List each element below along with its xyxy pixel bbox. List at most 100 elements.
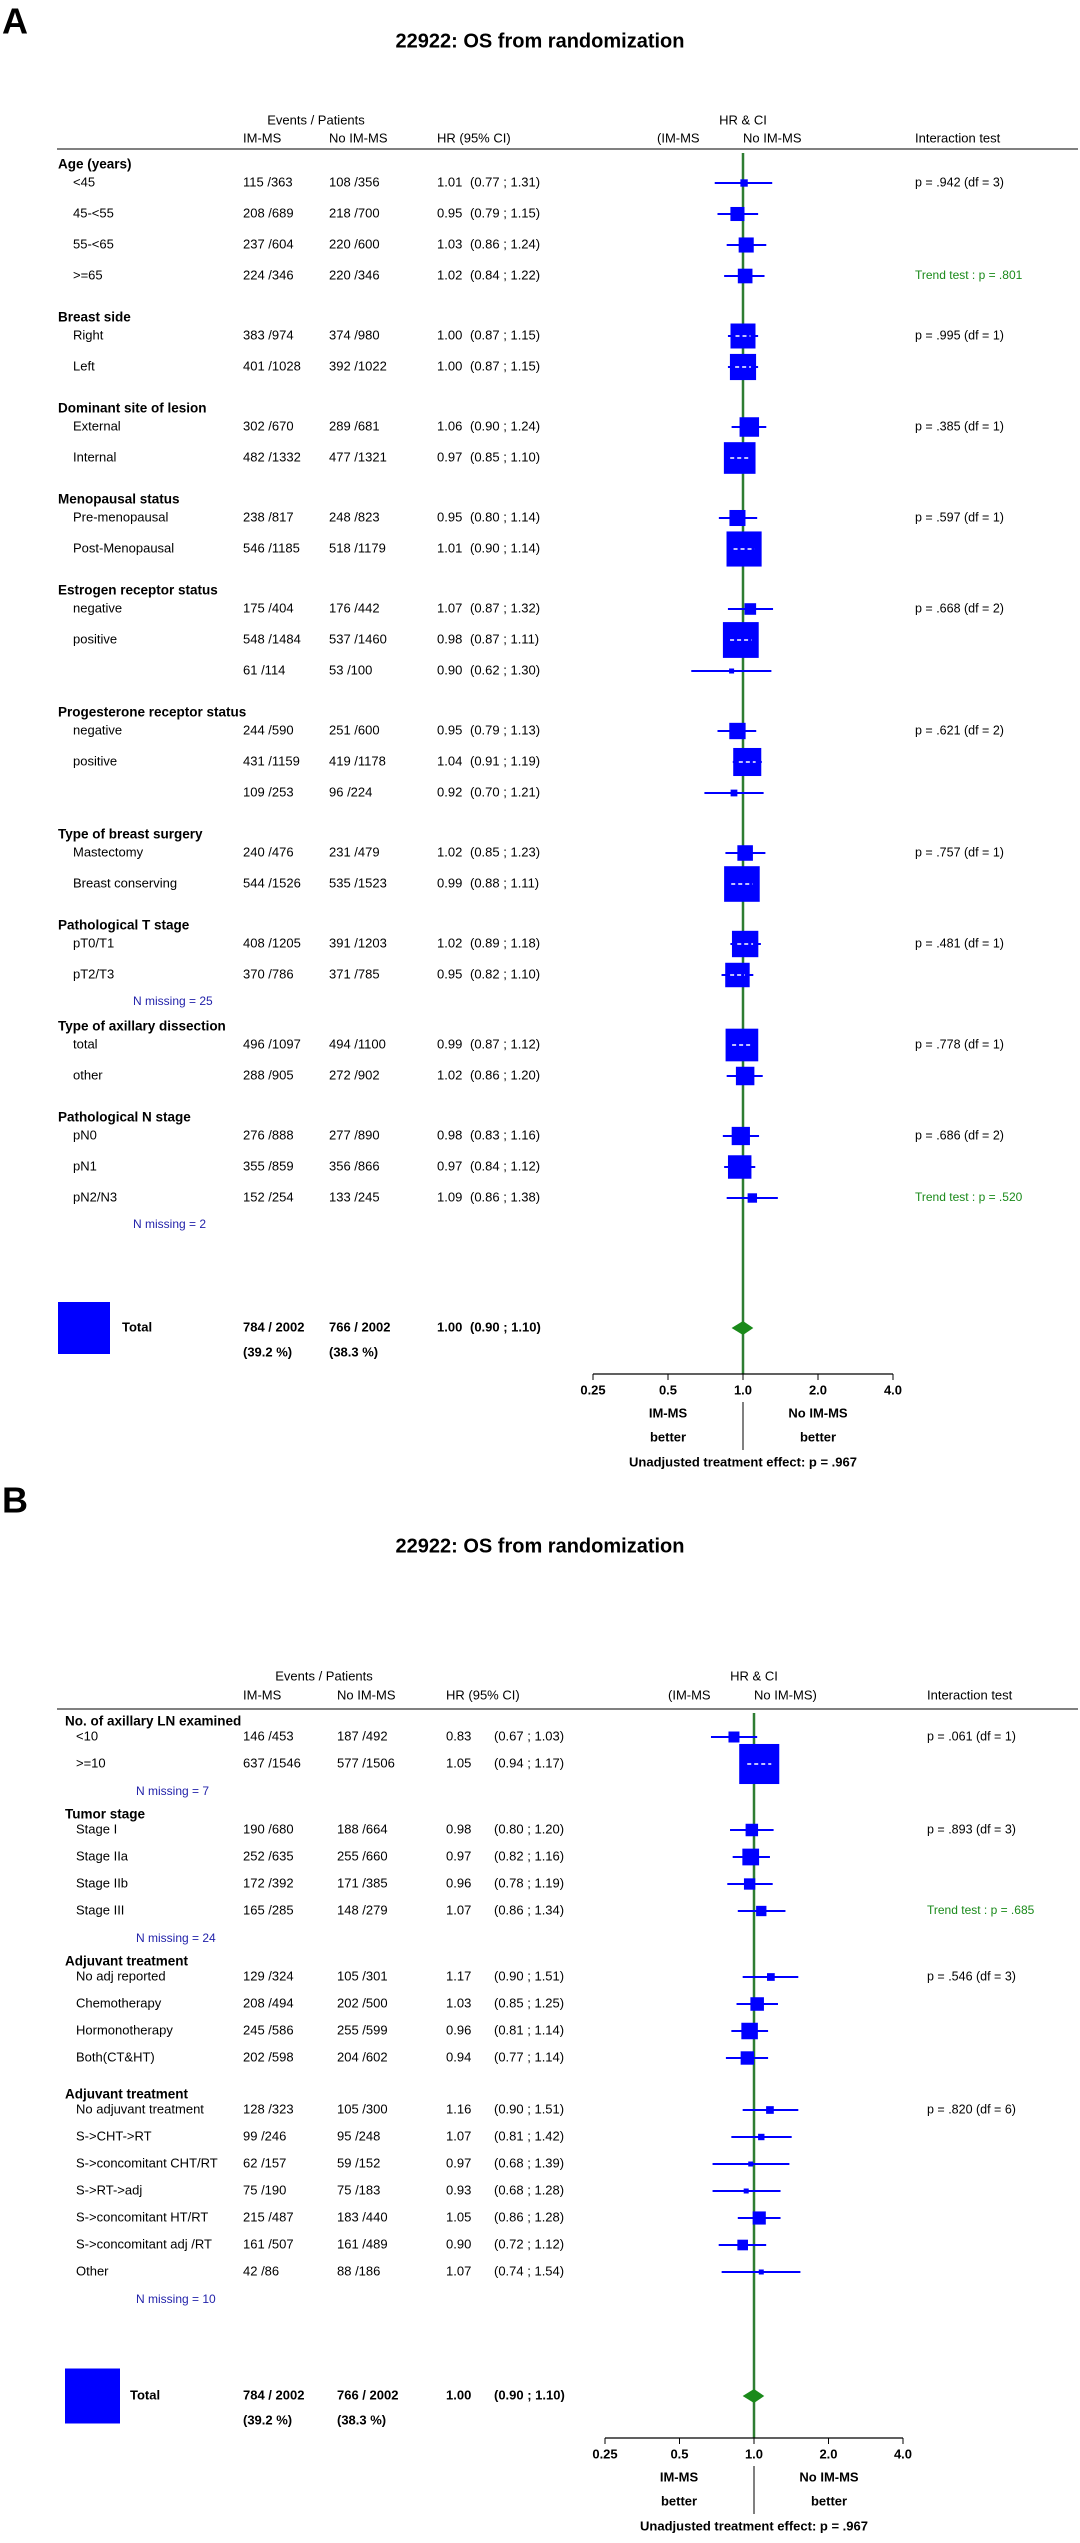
events-no-im-ms: 88 /186 (337, 2263, 380, 2278)
row-label: total (73, 1036, 98, 1051)
interaction-test: p = .942 (df = 3) (915, 175, 1004, 189)
events-im-ms: 202 /598 (243, 2049, 294, 2064)
hr-box (738, 237, 754, 253)
hr-value: 1.07 (437, 600, 462, 615)
hr-box (752, 2211, 766, 2225)
missing-note: N missing = 2 (133, 1217, 206, 1231)
events-im-ms: 152 /254 (243, 1189, 294, 1204)
events-im-ms: 408 /1205 (243, 935, 301, 950)
events-no-im-ms: 766 / 2002 (329, 1319, 390, 1334)
header: HR & CI (719, 112, 767, 127)
hr-value: 1.16 (446, 2101, 471, 2116)
hr-value: 0.96 (446, 2022, 471, 2037)
events-no-im-ms: 176 /442 (329, 600, 380, 615)
group-title: Progesterone receptor status (58, 705, 246, 720)
events-im-ms: 165 /285 (243, 1902, 294, 1917)
events-im-ms: 288 /905 (243, 1067, 294, 1082)
events-im-ms: 115 /363 (243, 174, 293, 189)
interaction-test: p = .686 (df = 2) (915, 1128, 1004, 1142)
group-title: Breast side (58, 310, 131, 325)
row-label: pN0 (73, 1127, 97, 1142)
hr-ci: (0.87 ; 1.12) (470, 1036, 540, 1051)
hr-ci: (0.68 ; 1.39) (494, 2155, 564, 2170)
row-label: Internal (73, 449, 116, 464)
hr-value: 0.99 (437, 1036, 462, 1051)
hr-value: 0.96 (446, 1875, 471, 1890)
events-no-im-ms: 161 /489 (337, 2236, 388, 2251)
hr-value: 0.90 (446, 2236, 471, 2251)
hr-box (730, 789, 738, 797)
events-no-im-ms: 202 /500 (337, 1995, 388, 2010)
events-no-im-ms: 188 /664 (337, 1821, 388, 1836)
events-im-ms: 238 /817 (243, 509, 294, 524)
header: No IM-MS (743, 130, 802, 145)
hr-ci: (0.90 ; 1.14) (470, 540, 540, 555)
hr-value: 0.95 (437, 509, 462, 524)
hr-value: 0.98 (437, 631, 462, 646)
events-im-ms: 383 /974 (243, 327, 294, 342)
x-tick-label: 0.25 (592, 2446, 617, 2461)
total-label: Total (130, 2387, 160, 2402)
row-label: Breast conserving (73, 875, 177, 890)
hr-box (737, 2239, 748, 2251)
hr-value: 1.05 (446, 1755, 471, 1770)
hr-box (758, 2269, 764, 2275)
events-im-ms: 244 /590 (243, 722, 294, 737)
events-im-ms: 784 / 2002 (243, 1319, 304, 1334)
x-tick-label: 2.0 (819, 2446, 837, 2461)
hr-value: 1.01 (437, 540, 462, 555)
events-im-ms: 355 /859 (243, 1158, 294, 1173)
events-no-im-ms: 251 /600 (329, 722, 380, 737)
row-label: Stage I (76, 1821, 117, 1836)
events-no-im-ms: 105 /300 (337, 2101, 388, 2116)
hr-ci: (0.81 ; 1.14) (494, 2022, 564, 2037)
header: No IM-MS) (754, 1687, 817, 1702)
total-label: Total (122, 1319, 152, 1334)
missing-note: N missing = 10 (136, 2292, 216, 2306)
favours-left: IM-MS (660, 2469, 699, 2484)
hr-value: 0.98 (446, 1821, 471, 1836)
hr-value: 1.09 (437, 1189, 462, 1204)
interaction-test: p = .385 (df = 1) (915, 419, 1004, 433)
hr-ci: (0.88 ; 1.11) (470, 875, 539, 890)
events-no-im-ms: 537 /1460 (329, 631, 387, 646)
header: (IM-MS (657, 130, 700, 145)
interaction-test: p = .061 (df = 1) (927, 1729, 1016, 1743)
hr-value: 1.17 (446, 1968, 471, 1983)
hr-value: 0.99 (437, 875, 462, 890)
row-label: S->concomitant HT/RT (76, 2209, 208, 2224)
events-no-im-ms: 133 /245 (329, 1189, 380, 1204)
hr-ci: (0.90 ; 1.51) (494, 1968, 564, 1983)
hr-value: 0.98 (437, 1127, 462, 1142)
events-no-im-ms: 518 /1179 (329, 540, 386, 555)
row-label: No adj reported (76, 1968, 166, 1983)
events-im-ms: 431 /1159 (243, 753, 300, 768)
hr-value: 0.95 (437, 966, 462, 981)
total-marker (65, 2368, 120, 2424)
header: HR (95% CI) (437, 130, 511, 145)
hr-ci: (0.70 ; 1.21) (470, 784, 540, 799)
group-title: Type of breast surgery (58, 827, 203, 842)
events-im-ms: 637 /1546 (243, 1755, 301, 1770)
x-tick-label: 4.0 (894, 2446, 912, 2461)
hr-value: 0.97 (437, 1158, 462, 1173)
events-im-ms: 99 /246 (243, 2128, 286, 2143)
hr-box (758, 2133, 765, 2141)
group-title: Adjuvant treatment (65, 2087, 189, 2102)
hr-value: 0.92 (437, 784, 462, 799)
header: HR & CI (730, 1668, 778, 1683)
total-diamond (742, 2389, 765, 2403)
hr-box (731, 1126, 750, 1146)
hr-value: 1.03 (437, 236, 462, 251)
row-label: negative (73, 722, 122, 737)
hr-ci: (0.68 ; 1.28) (494, 2182, 564, 2197)
events-im-ms: 128 /323 (243, 2101, 294, 2116)
hr-box (739, 417, 760, 437)
favours-right: better (800, 1429, 836, 1444)
interaction-test: p = .893 (df = 3) (927, 1822, 1016, 1836)
hr-value: 1.05 (446, 2209, 471, 2224)
events-no-im-ms: 391 /1203 (329, 935, 387, 950)
events-no-im-ms: 535 /1523 (329, 875, 387, 890)
favours-right: No IM-MS (788, 1405, 848, 1420)
hr-ci: (0.87 ; 1.11) (470, 631, 539, 646)
